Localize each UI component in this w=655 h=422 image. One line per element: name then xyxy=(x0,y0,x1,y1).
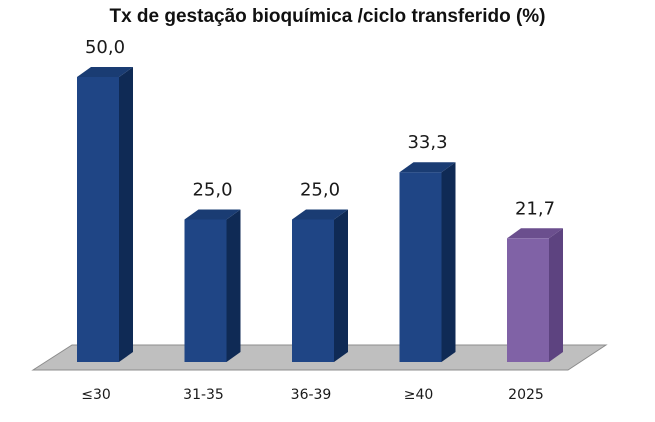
bar-≤30 xyxy=(77,67,133,362)
bar-front xyxy=(399,172,442,362)
bar-front xyxy=(507,238,549,362)
bar-top xyxy=(507,228,563,239)
bar-top xyxy=(184,209,241,220)
bar-≥40 xyxy=(399,162,456,362)
bar-31-35 xyxy=(184,209,241,362)
category-label: 2025 xyxy=(508,387,544,403)
bar-top xyxy=(77,67,133,77)
data-label: 33,3 xyxy=(407,132,447,153)
chart-title: Tx de gestação bioquímica /ciclo transfe… xyxy=(109,6,546,27)
bar-side xyxy=(549,228,563,362)
bar-side xyxy=(441,162,456,362)
bar-side xyxy=(226,209,241,362)
bar-2025 xyxy=(507,228,563,362)
bar-front xyxy=(184,219,227,362)
bar-side xyxy=(334,209,348,362)
category-label: 31-35 xyxy=(183,387,224,403)
bar-front xyxy=(292,219,334,362)
data-label: 21,7 xyxy=(515,198,555,219)
data-label: 25,0 xyxy=(192,180,232,201)
data-label: 25,0 xyxy=(300,180,340,201)
bar-top xyxy=(292,209,348,220)
bar-top xyxy=(399,162,456,173)
category-label: 36-39 xyxy=(291,387,332,403)
bar-front xyxy=(77,77,119,362)
category-label: ≥40 xyxy=(404,387,434,403)
data-label: 50,0 xyxy=(85,37,125,58)
bar-side xyxy=(119,67,133,362)
category-label: ≤30 xyxy=(81,387,111,403)
bar-36-39 xyxy=(292,209,348,362)
